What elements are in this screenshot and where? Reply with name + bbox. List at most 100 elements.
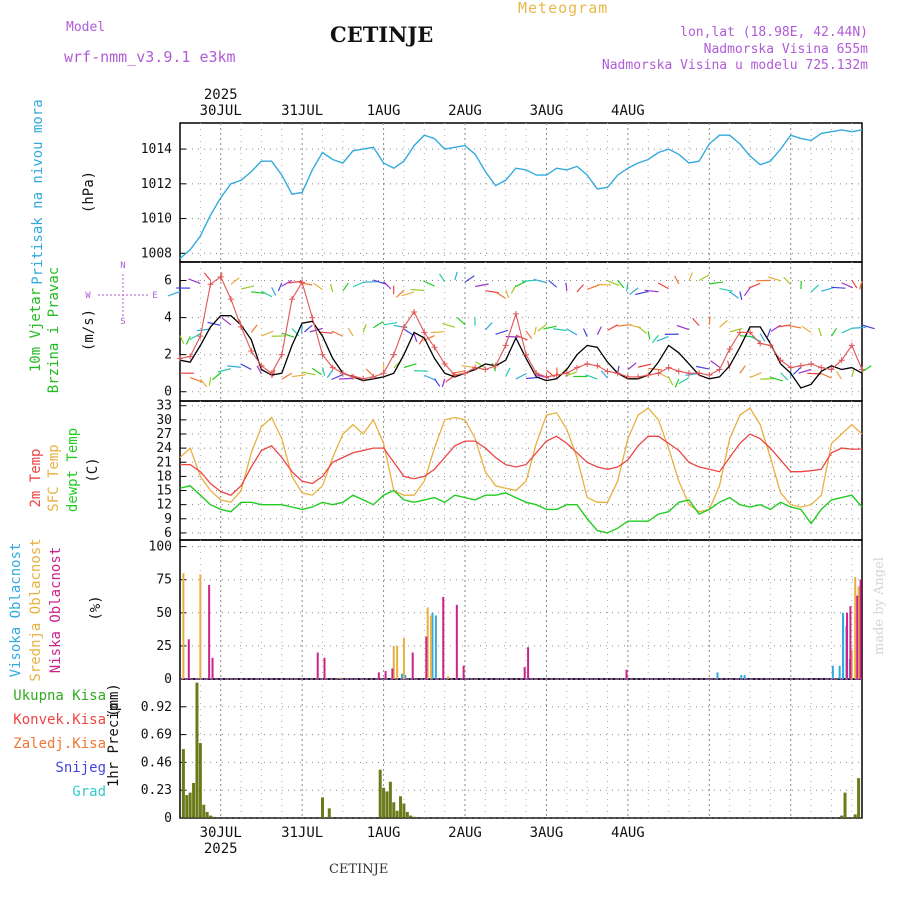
compass-cross [98, 274, 148, 318]
precip-bar [388, 781, 392, 818]
wind-arrow [759, 333, 766, 342]
y-tick-label: 0.92 [141, 700, 172, 715]
gust-marker [411, 309, 418, 316]
cloud-bar [400, 673, 403, 679]
y-tick-label: 1008 [141, 246, 172, 261]
wind-arrow [454, 271, 458, 281]
wind-arrow [688, 272, 694, 281]
wind-arrow [644, 289, 659, 293]
wind-arrow [708, 316, 711, 325]
precip-bar [857, 778, 861, 818]
wind-arrow [749, 372, 762, 379]
precip-bar [378, 769, 382, 818]
cloud-bar [411, 652, 414, 679]
wind-arrow [424, 374, 436, 381]
wind-arrow [196, 328, 211, 332]
y-tick-label: 2 [164, 348, 172, 363]
wind-arrow [396, 289, 405, 298]
high-cloud-title: Visoka Oblacnost [8, 543, 24, 678]
gust-marker [808, 360, 815, 367]
mid-cloud-title: Srednja Oblacnost [28, 538, 44, 681]
wind-arrow [729, 291, 739, 299]
wind-arrow [331, 330, 344, 337]
wind-arrow [543, 325, 557, 330]
gust-marker [278, 351, 285, 358]
gust-marker [187, 353, 194, 360]
wind-arrow [676, 324, 690, 331]
cloud-bar [182, 573, 185, 679]
wind-arrow [403, 363, 417, 369]
cloud-bar [316, 652, 319, 679]
wind-arrow [505, 289, 510, 299]
precip-bar [382, 787, 386, 818]
gust-marker [462, 370, 469, 377]
cloud-bar [850, 649, 853, 679]
gust-marker [655, 370, 662, 377]
wind-arrow [271, 287, 277, 296]
gust-marker [767, 342, 774, 349]
lonlat-label: lon,lat (18.98E, 42.44N) [680, 25, 868, 40]
gust-marker [370, 373, 377, 380]
wind-arrow [739, 365, 746, 374]
gust-marker [288, 296, 295, 303]
wind-arrow [810, 284, 820, 293]
wind-arrow [678, 377, 690, 385]
gust-marker [177, 355, 183, 362]
cloud-bar [447, 676, 450, 679]
wind-arrow [739, 291, 743, 300]
wind-arrow [729, 327, 743, 333]
wind-arrow [770, 376, 783, 382]
y-tick-label: 15 [156, 484, 172, 499]
gust-marker [360, 375, 367, 382]
y-tick-label: 21 [156, 455, 172, 470]
y-tick-label: 0.69 [141, 728, 172, 743]
wind-arrow [401, 291, 415, 297]
wind-arrow [179, 335, 185, 344]
gust-marker [421, 329, 428, 336]
wind-arrow [331, 374, 344, 381]
model-name: wrf-nmm_v3.9.1 e3km [64, 48, 236, 66]
wind-arrow [515, 280, 527, 288]
wind-arrow [565, 282, 568, 292]
gust-marker [309, 314, 316, 321]
cloud-bar [857, 586, 860, 679]
cloud-bar [404, 675, 407, 679]
wind-arrow [710, 360, 720, 368]
wind-arrow [685, 372, 700, 376]
wind-arrow [475, 283, 489, 288]
cloud-bar [431, 612, 434, 679]
wind-arrow [495, 329, 509, 335]
station-title: CETINJE [330, 22, 434, 47]
wind-arrow [167, 290, 181, 297]
compass-east: E [152, 291, 157, 301]
wind-arrow [674, 378, 680, 388]
y-tick-label: 24 [156, 441, 172, 456]
gust-marker [594, 362, 601, 369]
wind-arrow [199, 378, 208, 388]
panel-frame [179, 122, 863, 263]
wind-arrow [491, 362, 497, 372]
wind-arrow [304, 324, 313, 333]
wind-arrow [625, 283, 629, 292]
gust-marker [614, 370, 621, 377]
gust-marker [604, 368, 611, 375]
wind-arrow [576, 284, 584, 293]
gust-marker [706, 372, 713, 379]
legend-convective-rain: Konvek.Kisa [13, 712, 106, 728]
cloud-bar [425, 636, 428, 679]
wind-arrow [221, 317, 232, 326]
gust-marker [441, 360, 448, 367]
day-label-top: 30JUL [200, 103, 242, 119]
wind-arrow [442, 322, 455, 328]
wind-arrow [189, 333, 201, 340]
wind-arrow [596, 326, 602, 335]
wind-arrow [709, 281, 724, 285]
cloud-bar [831, 665, 834, 679]
y-tick-label: 12 [156, 498, 172, 513]
gust-marker [726, 346, 733, 353]
day-label-bottom: 1AUG [367, 825, 401, 841]
wind-axis-title-1: 10m Vjetar [28, 288, 44, 372]
precip-bar [399, 796, 403, 818]
gust-marker [818, 364, 825, 371]
wind-arrow [821, 286, 835, 292]
